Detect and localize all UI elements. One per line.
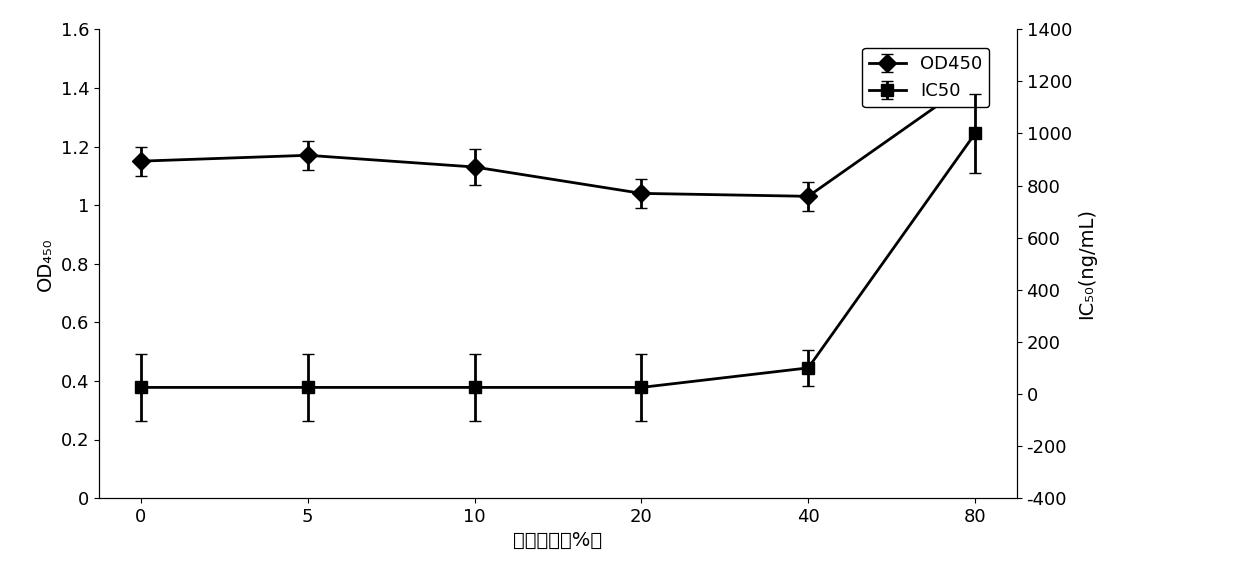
X-axis label: 甲醇含量（%）: 甲醇含量（%）: [513, 532, 603, 550]
Legend: OD450, IC50: OD450, IC50: [862, 47, 990, 107]
Y-axis label: IC₅₀(ng/mL): IC₅₀(ng/mL): [1078, 208, 1096, 319]
Y-axis label: OD₄₅₀: OD₄₅₀: [36, 237, 56, 291]
